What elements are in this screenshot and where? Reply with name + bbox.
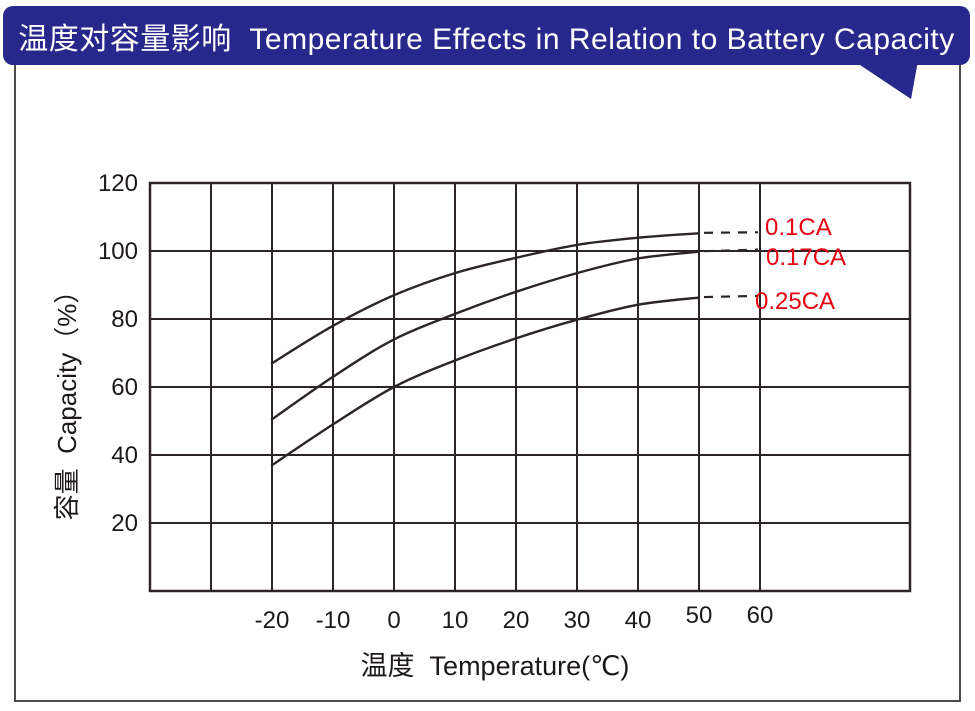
curve-label-0-25ca: 0.25CA <box>755 288 836 315</box>
dash-lead-0.25CA <box>703 294 759 299</box>
x-tick-label: 60 <box>746 602 774 629</box>
curve-label-0-1ca: 0.1CA <box>765 214 832 241</box>
y-tick-label: 100 <box>97 238 138 265</box>
dash-lead-0.1CA <box>703 231 759 234</box>
curve-0.25CA <box>270 296 701 467</box>
title-banner: 温度对容量影响 Temperature Effects in Relation … <box>3 6 970 65</box>
curve-0.1CA <box>270 232 701 365</box>
curve-0.17CA <box>270 250 701 421</box>
y-tick-label: 40 <box>111 442 138 469</box>
y-tick-label: 120 <box>97 170 138 197</box>
x-tick-label: 40 <box>624 607 652 634</box>
page-title: 温度对容量影响 Temperature Effects in Relation … <box>18 22 955 56</box>
x-axis-title: 温度 Temperature(℃) <box>360 651 630 681</box>
y-tick-label: 60 <box>111 374 138 401</box>
x-tick-label: -20 <box>254 607 290 634</box>
curve-label-0-17ca: 0.17CA <box>766 244 847 271</box>
y-tick-label: 20 <box>111 510 138 537</box>
banner-tail <box>854 61 918 99</box>
y-tick-label: 80 <box>111 306 138 333</box>
x-tick-label: 50 <box>685 602 713 629</box>
x-tick-label: 20 <box>502 607 530 634</box>
y-axis-title: 容量 Capacity（%） <box>52 277 82 521</box>
x-tick-label: 30 <box>563 607 591 634</box>
x-tick-label: 0 <box>387 607 401 634</box>
x-tick-label: 10 <box>441 607 469 634</box>
x-tick-label: -10 <box>315 607 351 634</box>
